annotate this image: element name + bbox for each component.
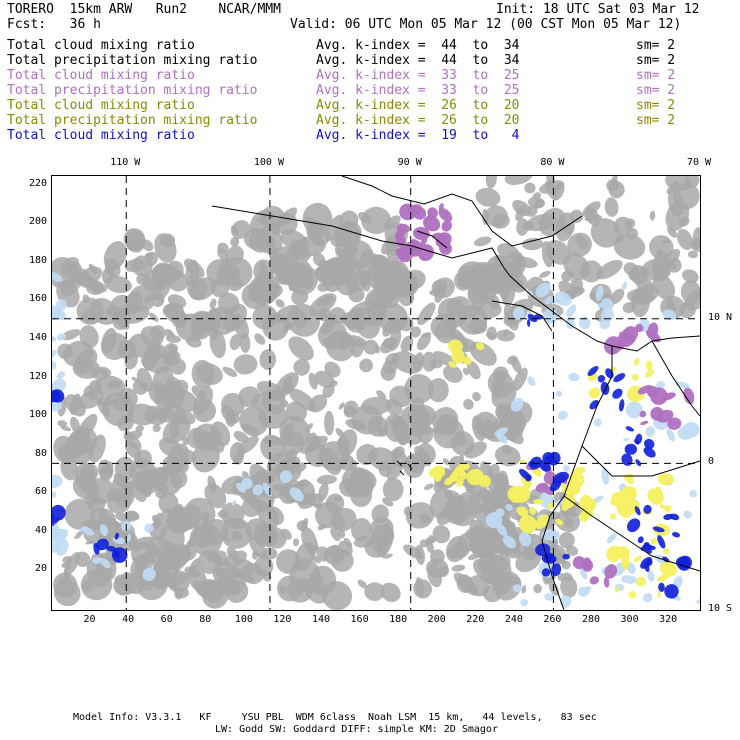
valid-time: Valid: 06 UTC Mon 05 Mar 12 (00 CST Mon …	[290, 17, 682, 32]
longitude-label: 90 W	[397, 157, 422, 168]
physics-info: LW: Godd SW: Goddard DIFF: simple KM: 2D…	[215, 724, 498, 735]
lat-lon-gridlines	[52, 176, 700, 610]
legend-field-name: Total precipitation mixing ratio	[7, 113, 258, 128]
longitude-label: 70 W	[686, 157, 712, 168]
init-time: Init: 18 UTC Sat 03 Mar 12	[496, 2, 700, 17]
x-tick-label: 60	[160, 614, 173, 625]
y-tick-label: 140	[28, 331, 47, 343]
legend-k-index: Avg. k-index = 33 to 25	[316, 83, 520, 98]
longitude-label: 100 W	[253, 157, 284, 168]
x-tick-label: 320	[659, 614, 678, 625]
legend-field-name: Total cloud mixing ratio	[7, 128, 195, 143]
latitude-label: 0	[708, 456, 715, 468]
legend-smoothing: sm= 2	[636, 113, 676, 128]
legend-k-index: Avg. k-index = 26 to 20	[316, 98, 520, 113]
x-tick-label: 200	[427, 614, 446, 625]
y-tick-label: 180	[28, 254, 47, 266]
x-tick-label: 300	[620, 614, 639, 625]
legend-smoothing: sm= 2	[636, 98, 676, 113]
model-info: Model Info: V3.3.1 KF YSU PBL WDM 6class…	[73, 712, 597, 723]
longitude-label: 80 W	[540, 157, 565, 168]
light-blue-field	[52, 271, 700, 608]
x-tick-label: 20	[83, 614, 96, 625]
x-tick-label: 120	[273, 614, 292, 625]
y-tick-label: 80	[34, 447, 47, 459]
latitude-label: 10 N	[708, 311, 733, 323]
x-tick-label: 140	[311, 614, 331, 625]
y-tick-label: 160	[28, 293, 47, 305]
legend-field-name: Total cloud mixing ratio	[7, 38, 195, 53]
yellow-field	[428, 339, 677, 599]
blue-field	[52, 314, 692, 599]
legend-field-name: Total precipitation mixing ratio	[7, 53, 258, 68]
x-tick-label: 180	[389, 614, 408, 625]
purple-field	[395, 203, 695, 588]
latitude-label: 10 S	[708, 603, 733, 614]
x-tick-label: 280	[581, 614, 601, 625]
x-tick-label: 260	[543, 614, 562, 625]
legend-k-index: Avg. k-index = 26 to 20	[316, 113, 520, 128]
legend-field-name: Total cloud mixing ratio	[7, 68, 195, 83]
y-tick-label: 60	[34, 486, 47, 498]
model-title: TORERO 15km ARW Run2 NCAR/MMM	[7, 2, 281, 17]
x-tick-label: 220	[466, 614, 485, 625]
y-tick-label: 120	[28, 370, 47, 382]
map-panel	[51, 175, 701, 611]
y-tick-label: 220	[28, 177, 47, 189]
legend-smoothing: sm= 2	[636, 53, 676, 68]
legend-k-index: Avg. k-index = 19 to 4	[316, 128, 520, 143]
x-tick-label: 160	[350, 614, 369, 625]
legend-field-name: Total precipitation mixing ratio	[7, 83, 258, 98]
y-tick-label: 100	[28, 409, 47, 421]
legend-smoothing: sm= 2	[636, 68, 676, 83]
map-svg	[52, 176, 700, 610]
forecast-hour: Fcst: 36 h	[7, 17, 101, 32]
x-tick-label: 240	[504, 614, 523, 625]
y-tick-label: 40	[34, 524, 47, 536]
legend-field-name: Total cloud mixing ratio	[7, 98, 195, 113]
x-tick-label: 40	[122, 614, 135, 625]
coastlines	[211, 176, 700, 610]
gray-cloud-field	[52, 176, 700, 610]
legend-smoothing: sm= 2	[636, 38, 676, 53]
x-tick-label: 80	[199, 614, 212, 625]
legend-k-index: Avg. k-index = 44 to 34	[316, 38, 520, 53]
longitude-label: 110 W	[110, 157, 141, 168]
legend-k-index: Avg. k-index = 44 to 34	[316, 53, 520, 68]
legend-smoothing: sm= 2	[636, 83, 676, 98]
legend-k-index: Avg. k-index = 33 to 25	[316, 68, 520, 83]
y-tick-label: 20	[34, 563, 47, 575]
y-tick-label: 200	[28, 216, 47, 228]
x-tick-label: 100	[234, 614, 253, 625]
